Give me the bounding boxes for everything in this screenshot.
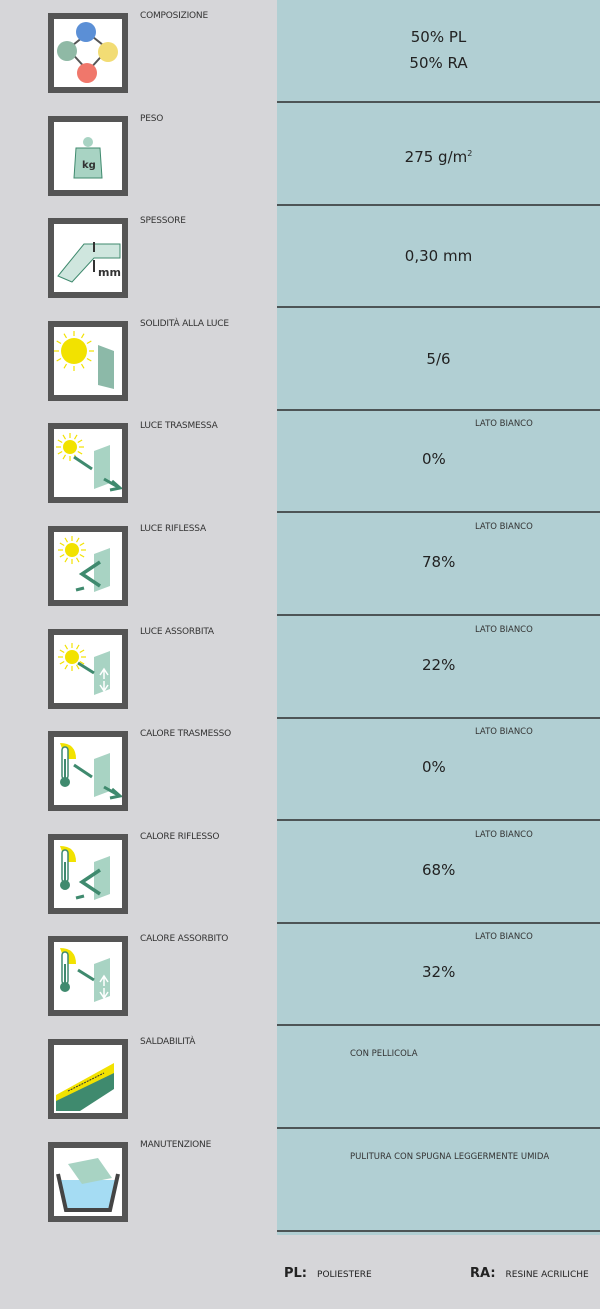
side-label: LATO BIANCO <box>475 522 533 532</box>
property-value: 78% <box>422 553 456 571</box>
light-absorbed-icon <box>48 629 128 709</box>
property-label: SOLIDITÀ ALLA LUCE <box>140 319 229 329</box>
property-note: PULITURA CON SPUGNA LEGGERMENTE UMIDA <box>350 1152 550 1162</box>
side-label: LATO BIANCO <box>475 830 533 840</box>
property-label: CALORE RIFLESSO <box>140 832 220 842</box>
property-row: MANUTENZIONE PULITURA CON SPUGNA LEGGERME… <box>0 1129 600 1232</box>
property-value: 0,30 mm <box>404 247 473 265</box>
row-divider <box>277 922 600 924</box>
row-divider <box>277 204 600 206</box>
property-row: LUCE TRASMESSA LATO BIANCO 0% <box>0 410 600 513</box>
property-row: CALORE TRASMESSO LATO BIANCO 0% <box>0 718 600 821</box>
heat-absorbed-icon <box>48 936 128 1016</box>
property-row: COMPOSIZIONE 50% PL 50% RA <box>0 0 600 103</box>
property-value: 32% <box>422 963 456 981</box>
property-note: CON PELLICOLA <box>350 1049 418 1059</box>
row-divider <box>277 1127 600 1129</box>
heat-reflected-icon <box>48 834 128 914</box>
property-row: CALORE ASSORBITO LATO BIANCO 32% <box>0 923 600 1026</box>
property-label: MANUTENZIONE <box>140 1140 212 1150</box>
property-value: 0% <box>422 758 446 776</box>
row-divider <box>277 819 600 821</box>
property-label: CALORE TRASMESSO <box>140 729 232 739</box>
legend-pl: PL: POLIESTERE <box>284 1266 372 1281</box>
property-value: 0% <box>422 450 446 468</box>
side-label: LATO BIANCO <box>475 932 533 942</box>
row-divider <box>277 101 600 103</box>
row-divider <box>277 511 600 513</box>
heat-transmitted-icon <box>48 731 128 811</box>
property-row: LUCE ASSORBITA LATO BIANCO 22% <box>0 616 600 719</box>
property-label: CALORE ASSORBITO <box>140 934 229 944</box>
property-row: kg PESO 275 g/m2 <box>0 103 600 206</box>
legend-ra: RA: RESINE ACRILICHE <box>470 1266 589 1281</box>
property-label: LUCE ASSORBITA <box>140 627 214 637</box>
property-value: 68% <box>422 861 456 879</box>
row-divider <box>277 1024 600 1026</box>
side-label: LATO BIANCO <box>475 727 533 737</box>
side-label: LATO BIANCO <box>475 419 533 429</box>
property-value: 5/6 <box>426 350 451 368</box>
weld-icon <box>48 1039 128 1119</box>
property-value: 275 g/m2 <box>404 148 473 166</box>
property-label: PESO <box>140 114 164 124</box>
light-transmitted-icon <box>48 423 128 503</box>
row-divider <box>277 306 600 308</box>
property-value: 22% <box>422 656 456 674</box>
property-label: LUCE TRASMESSA <box>140 421 218 431</box>
property-row: LUCE RIFLESSA LATO BIANCO 78% <box>0 513 600 616</box>
property-label: SPESSORE <box>140 216 186 226</box>
property-row: SALDABILITÀ CON PELLICOLA <box>0 1026 600 1129</box>
svg-text:kg: kg <box>82 160 96 171</box>
molecule-icon <box>48 13 128 93</box>
property-label: SALDABILITÀ <box>140 1037 196 1047</box>
property-label: LUCE RIFLESSA <box>140 524 206 534</box>
sun-panel-icon <box>48 321 128 401</box>
kg-weight-icon: kg <box>48 116 128 196</box>
property-row: mm SPESSORE 0,30 mm <box>0 205 600 308</box>
side-label: LATO BIANCO <box>475 625 533 635</box>
thickness-mm-icon: mm <box>48 218 128 298</box>
property-row: CALORE RIFLESSO LATO BIANCO 68% <box>0 821 600 924</box>
property-row: SOLIDITÀ ALLA LUCE 5/6 <box>0 308 600 411</box>
light-reflected-icon <box>48 526 128 606</box>
property-label: COMPOSIZIONE <box>140 11 208 21</box>
row-divider <box>277 614 600 616</box>
wash-basin-icon <box>48 1142 128 1222</box>
row-divider <box>277 717 600 719</box>
property-value: 50% PL 50% RA <box>409 28 468 72</box>
row-divider <box>277 1230 600 1232</box>
row-divider <box>277 409 600 411</box>
svg-text:mm: mm <box>98 266 121 279</box>
